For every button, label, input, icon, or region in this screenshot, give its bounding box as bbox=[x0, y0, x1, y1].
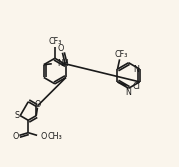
Text: S: S bbox=[14, 111, 20, 120]
Text: Cl: Cl bbox=[132, 82, 140, 91]
Text: O: O bbox=[13, 132, 19, 141]
Text: O: O bbox=[58, 44, 64, 53]
Text: CF₃: CF₃ bbox=[48, 37, 62, 46]
Text: O: O bbox=[40, 132, 47, 141]
Text: CF₃: CF₃ bbox=[114, 50, 127, 59]
Text: NH: NH bbox=[57, 59, 69, 68]
Text: CH₃: CH₃ bbox=[47, 132, 62, 141]
Text: O: O bbox=[35, 100, 41, 109]
Text: N: N bbox=[126, 88, 132, 97]
Text: N: N bbox=[133, 65, 139, 74]
